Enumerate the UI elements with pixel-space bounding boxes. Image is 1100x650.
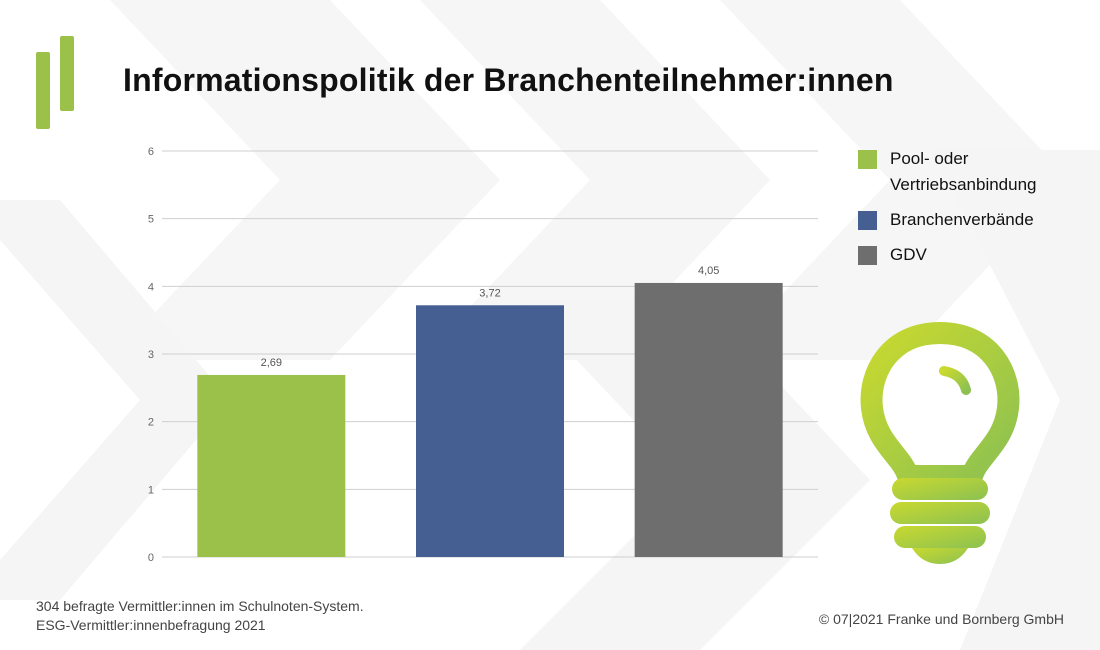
- data-labels: 2,69 3,72 4,05: [261, 265, 720, 369]
- bar-value-label: 2,69: [261, 357, 282, 369]
- bars: [197, 282, 783, 557]
- y-tick-label: 6: [148, 146, 154, 158]
- legend-item-branchenverbaende: Branchenverbände: [858, 209, 1088, 233]
- footnote-line-2: ESG-Vermittler:innenbefragung 2021: [36, 617, 266, 633]
- bar-value-label: 3,72: [479, 287, 500, 299]
- y-tick-label: 2: [148, 417, 154, 429]
- y-tick-label: 4: [148, 281, 154, 293]
- y-tick-label: 0: [148, 552, 154, 564]
- y-tick-label: 1: [148, 484, 154, 496]
- copyright: © 07|2021 Franke und Bornberg GmbH: [818, 611, 1064, 627]
- logo-bar-left: [36, 52, 50, 129]
- legend-swatch-gdv: [858, 246, 877, 265]
- y-tick-label: 3: [148, 349, 154, 361]
- legend-swatch-pool: [858, 150, 877, 169]
- legend-item-gdv: GDV: [858, 244, 1088, 268]
- legend: Pool- oder Vertriebsanbindung Branchenve…: [858, 148, 1088, 279]
- legend-item-pool: Pool- oder Vertriebsanbindung: [858, 148, 1088, 198]
- legend-label-pool: Pool- oder Vertriebsanbindung: [890, 149, 1037, 194]
- bar: [197, 374, 346, 557]
- bar-chart: 0 1 2 3 4 5 6 2,69 3,72 4,05: [148, 146, 818, 564]
- bar: [634, 282, 783, 557]
- footnote-line-1: 304 befragte Vermittler:innen im Schulno…: [36, 598, 364, 614]
- legend-swatch-branchenverbaende: [858, 211, 877, 230]
- footnote: 304 befragte Vermittler:innen im Schulno…: [36, 597, 364, 635]
- lightbulb-icon: [860, 322, 1020, 564]
- logo-bar-right: [60, 36, 74, 111]
- bar: [416, 305, 564, 557]
- chart-title: Informationspolitik der Branchenteilnehm…: [123, 62, 894, 98]
- legend-label-gdv: GDV: [890, 245, 927, 264]
- legend-label-branchenverbaende: Branchenverbände: [890, 210, 1034, 229]
- y-axis-ticks: 0 1 2 3 4 5 6: [148, 146, 154, 564]
- bar-value-label: 4,05: [698, 265, 719, 277]
- y-tick-label: 5: [148, 214, 154, 226]
